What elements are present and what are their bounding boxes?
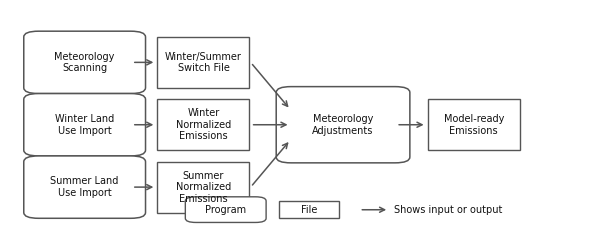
FancyBboxPatch shape: [279, 201, 339, 218]
FancyBboxPatch shape: [428, 99, 520, 150]
Text: Summer Land
Use Import: Summer Land Use Import: [50, 176, 119, 198]
Text: Meteorology
Scanning: Meteorology Scanning: [55, 52, 115, 73]
FancyBboxPatch shape: [24, 156, 146, 218]
FancyBboxPatch shape: [24, 94, 146, 156]
FancyBboxPatch shape: [157, 37, 249, 88]
FancyBboxPatch shape: [157, 162, 249, 213]
Text: Winter
Normalized
Emissions: Winter Normalized Emissions: [176, 108, 231, 141]
FancyBboxPatch shape: [185, 197, 266, 222]
Text: Meteorology
Adjustments: Meteorology Adjustments: [312, 114, 374, 136]
Text: File: File: [301, 205, 317, 215]
Text: Winter Land
Use Import: Winter Land Use Import: [55, 114, 114, 136]
FancyBboxPatch shape: [24, 31, 146, 94]
Text: Winter/Summer
Switch File: Winter/Summer Switch File: [165, 52, 242, 73]
Text: Model-ready
Emissions: Model-ready Emissions: [444, 114, 504, 136]
Text: Shows input or output: Shows input or output: [394, 205, 502, 215]
FancyBboxPatch shape: [276, 87, 410, 163]
Text: Summer
Normalized
Emissions: Summer Normalized Emissions: [176, 170, 231, 204]
Text: Program: Program: [205, 205, 247, 215]
FancyBboxPatch shape: [157, 99, 249, 150]
